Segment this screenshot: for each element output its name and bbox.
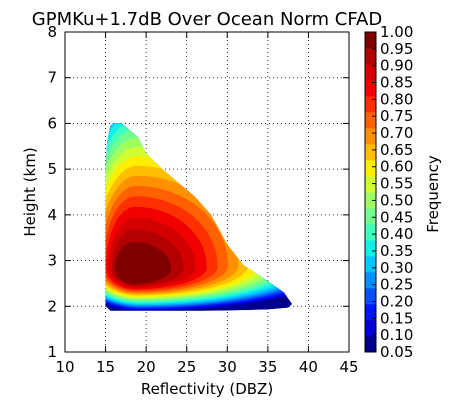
- colorbar-tick-label: 0.30: [380, 259, 413, 277]
- chart-title: GPMKu+1.7dB Over Ocean Norm CFAD: [32, 9, 382, 30]
- colorbar-tick-label: 0.95: [380, 40, 413, 58]
- colorbar-tick-label: 0.15: [380, 309, 413, 327]
- y-tick-label: 3: [47, 252, 57, 270]
- x-tick-label: 25: [177, 358, 196, 376]
- colorbar-tick-label: 1.00: [380, 23, 413, 41]
- colorbar-tick-label: 0.10: [380, 326, 413, 344]
- colorbar-swatch: [365, 80, 376, 97]
- colorbar-frame: [364, 31, 377, 353]
- y-axis-label: Height (km): [21, 147, 39, 236]
- colorbar-tick-label: 0.60: [380, 158, 413, 176]
- x-axis-label: Reflectivity (DBZ): [141, 380, 273, 398]
- colorbar-swatch: [365, 160, 376, 177]
- colorbar-swatch: [365, 32, 376, 49]
- colorbar-tick-label: 0.45: [380, 208, 413, 226]
- colorbar-swatch: [365, 336, 376, 353]
- colorbar-tick-label: 0.20: [380, 292, 413, 310]
- x-tick-label: 15: [96, 358, 115, 376]
- colorbar-swatch: [365, 192, 376, 209]
- colorbar-tick-label: 0.70: [380, 124, 413, 142]
- colorbar-swatch: [365, 48, 376, 65]
- y-tick-label: 6: [47, 114, 57, 132]
- colorbar-swatch: [365, 320, 376, 337]
- y-tick-label: 1: [47, 343, 57, 361]
- colorbar-swatch: [365, 224, 376, 241]
- colorbar-swatch: [365, 144, 376, 161]
- colorbar-label: Frequency: [424, 155, 442, 233]
- colorbar-swatch: [365, 256, 376, 273]
- colorbar-swatch: [365, 112, 376, 129]
- colorbar-tick-label: 0.80: [380, 90, 413, 108]
- y-tick-label: 7: [47, 69, 57, 87]
- colorbar-tick-label: 0.75: [380, 107, 413, 125]
- colorbar-swatch: [365, 64, 376, 81]
- colorbar-tick-label: 0.50: [380, 191, 413, 209]
- colorbar-swatch: [365, 176, 376, 193]
- x-tick-label: 45: [339, 358, 358, 376]
- colorbar-swatch: [365, 128, 376, 145]
- colorbar-tick-label: 0.25: [380, 276, 413, 294]
- colorbar-swatch: [365, 240, 376, 257]
- y-tick-label: 4: [47, 206, 57, 224]
- x-tick-label: 10: [55, 358, 74, 376]
- y-axis: 1 2 3 4 5 6 7 8: [47, 23, 349, 361]
- colorbar-swatch: [365, 272, 376, 289]
- colorbar-tick-label: 0.55: [380, 175, 413, 193]
- colorbar-tick-label: 0.65: [380, 141, 413, 159]
- colorbar-swatch: [365, 288, 376, 305]
- y-tick-label: 5: [47, 160, 57, 178]
- x-tick-label: 30: [218, 358, 237, 376]
- contour-level-1.00: [115, 242, 172, 285]
- y-tick-label: 8: [47, 23, 57, 41]
- colorbar-tick-label: 0.05: [380, 343, 413, 361]
- colorbar-tick-label: 0.40: [380, 225, 413, 243]
- x-tick-label: 35: [258, 358, 277, 376]
- x-tick-label: 20: [137, 358, 156, 376]
- colorbar-swatch: [365, 304, 376, 321]
- x-axis: 10 15 20 25 30 35 40 45: [55, 32, 359, 376]
- colorbar-tick-label: 0.90: [380, 57, 413, 75]
- colorbar-tick-label: 0.35: [380, 242, 413, 260]
- colorbar: 0.050.100.150.200.250.300.350.400.450.50…: [365, 23, 413, 361]
- plot-frame: [64, 31, 350, 353]
- colorbar-swatch: [365, 96, 376, 113]
- y-tick-label: 2: [47, 297, 57, 315]
- colorbar-tick-label: 0.85: [380, 74, 413, 92]
- colorbar-swatch: [365, 208, 376, 225]
- x-tick-label: 40: [299, 358, 318, 376]
